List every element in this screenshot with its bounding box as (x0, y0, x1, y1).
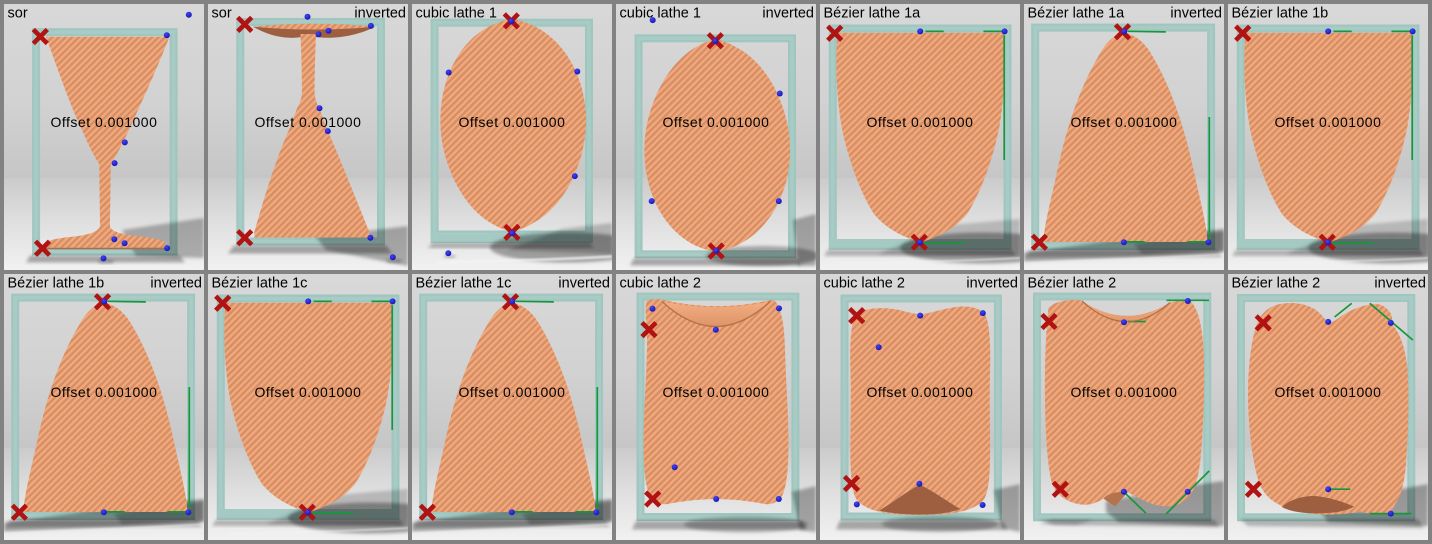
svg-text:Bézier lathe 1b: Bézier lathe 1b (1232, 6, 1329, 22)
svg-text:cubic lathe 2: cubic lathe 2 (824, 276, 905, 292)
svg-text:inverted: inverted (354, 6, 406, 22)
svg-text:Offset 0.001000: Offset 0.001000 (1275, 114, 1382, 130)
svg-text:inverted: inverted (762, 6, 814, 22)
svg-text:Bézier lathe 1c: Bézier lathe 1c (416, 276, 512, 292)
svg-text:Offset 0.001000: Offset 0.001000 (51, 114, 158, 130)
svg-text:Offset 0.001000: Offset 0.001000 (1071, 384, 1178, 400)
svg-text:sor: sor (212, 6, 232, 22)
svg-text:cubic lathe 1: cubic lathe 1 (620, 6, 701, 22)
svg-text:Offset 0.001000: Offset 0.001000 (663, 114, 770, 130)
svg-text:Bézier lathe 1b: Bézier lathe 1b (8, 276, 105, 292)
svg-text:Offset 0.001000: Offset 0.001000 (663, 384, 770, 400)
svg-text:Offset 0.001000: Offset 0.001000 (1071, 114, 1178, 130)
svg-text:Bézier lathe 2: Bézier lathe 2 (1232, 276, 1321, 292)
svg-text:sor: sor (8, 6, 28, 22)
svg-text:inverted: inverted (966, 276, 1018, 292)
svg-text:Bézier lathe 2: Bézier lathe 2 (1028, 276, 1117, 292)
svg-text:inverted: inverted (558, 276, 610, 292)
svg-text:Offset 0.001000: Offset 0.001000 (255, 114, 362, 130)
svg-text:inverted: inverted (150, 276, 202, 292)
svg-text:Offset 0.001000: Offset 0.001000 (459, 114, 566, 130)
svg-text:Offset 0.001000: Offset 0.001000 (459, 384, 566, 400)
svg-text:Offset 0.001000: Offset 0.001000 (1275, 384, 1382, 400)
svg-text:cubic lathe 2: cubic lathe 2 (620, 276, 701, 292)
svg-text:Offset 0.001000: Offset 0.001000 (51, 384, 158, 400)
svg-text:Offset 0.001000: Offset 0.001000 (255, 384, 362, 400)
svg-text:cubic lathe 1: cubic lathe 1 (416, 6, 497, 22)
svg-text:Bézier lathe 1a: Bézier lathe 1a (824, 6, 922, 22)
svg-text:Offset 0.001000: Offset 0.001000 (867, 114, 974, 130)
svg-text:inverted: inverted (1170, 6, 1222, 22)
svg-text:inverted: inverted (1374, 276, 1426, 292)
svg-text:Bézier lathe 1a: Bézier lathe 1a (1028, 6, 1126, 22)
svg-text:Offset 0.001000: Offset 0.001000 (867, 384, 974, 400)
svg-text:Bézier lathe 1c: Bézier lathe 1c (212, 276, 308, 292)
